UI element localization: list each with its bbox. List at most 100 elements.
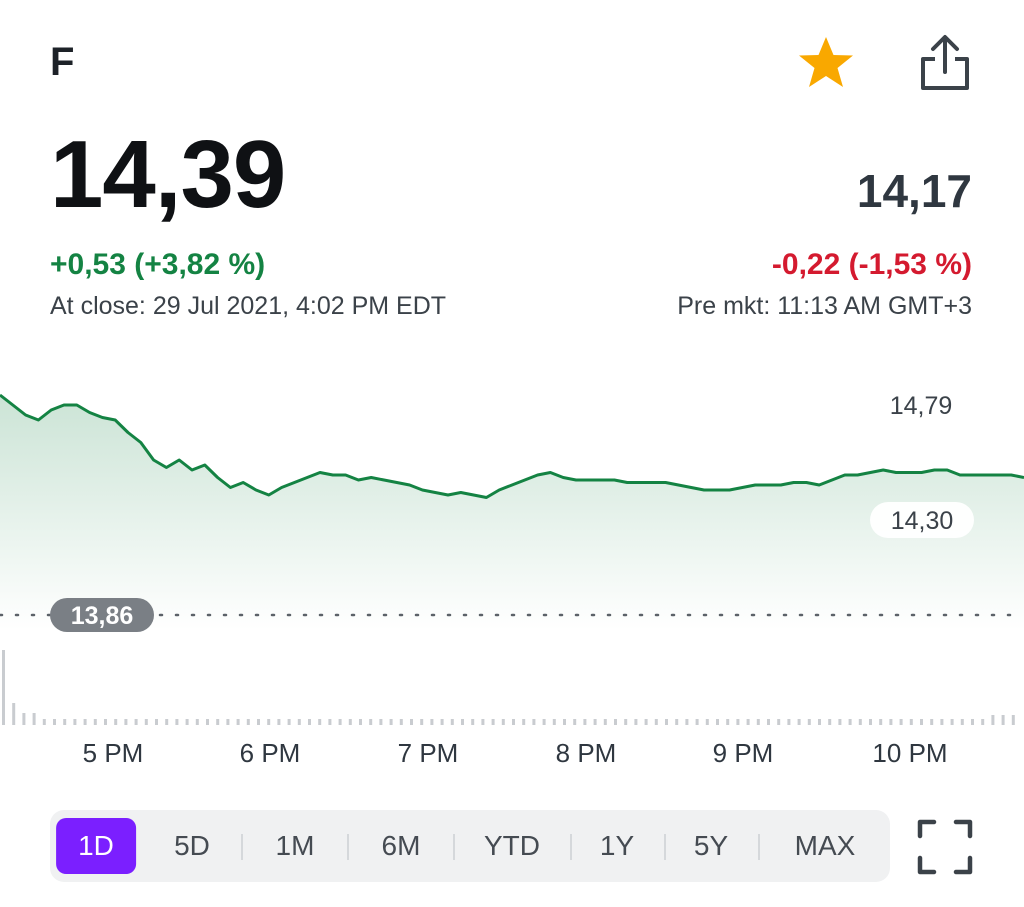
volume-bar xyxy=(420,719,424,725)
volume-bar xyxy=(236,719,240,725)
volume-bar xyxy=(430,719,434,725)
volume-bar xyxy=(552,719,556,725)
volume-bar xyxy=(83,719,87,725)
volume-bar xyxy=(991,715,995,725)
volume-bar xyxy=(583,719,587,725)
volume-bar xyxy=(93,719,97,725)
volume-bar xyxy=(144,719,148,725)
premarket-price: 14,17 xyxy=(856,165,972,217)
ticker-symbol: F xyxy=(50,40,75,84)
volume-bar xyxy=(654,719,658,725)
close-change: +0,53 (+3,82 %) xyxy=(50,248,266,281)
range-1y-button[interactable]: 1Y xyxy=(599,830,635,861)
range-1m-button[interactable]: 1M xyxy=(275,830,315,861)
volume-bar xyxy=(818,719,821,725)
volume-bar xyxy=(165,719,169,725)
range-max-button[interactable]: MAX xyxy=(794,830,856,861)
price-area-fill xyxy=(0,395,1024,630)
volume-bar xyxy=(185,719,189,725)
volume-bar xyxy=(246,719,250,725)
close-timestamp: At close: 29 Jul 2021, 4:02 PM EDT xyxy=(50,292,447,320)
volume-bar xyxy=(920,719,923,725)
volume-bar xyxy=(206,719,209,725)
volume-bar xyxy=(297,719,301,725)
volume-bar xyxy=(32,713,36,725)
volume-bar xyxy=(501,719,505,725)
volume-bar xyxy=(522,719,526,725)
volume-bar xyxy=(114,719,118,725)
volume-bar xyxy=(869,719,872,725)
volume-bar xyxy=(756,719,760,725)
volume-bar xyxy=(716,719,719,725)
volume-bar xyxy=(787,719,791,725)
x-axis-label: 9 PM xyxy=(712,738,774,768)
volume-bar xyxy=(705,719,709,725)
volume-bar xyxy=(889,719,893,725)
volume-bar xyxy=(328,719,332,725)
volume-bar xyxy=(63,719,67,725)
volume-bar xyxy=(981,719,985,725)
volume-bar xyxy=(389,719,393,725)
range-ytd-button[interactable]: YTD xyxy=(484,830,540,861)
volume-bar xyxy=(634,719,638,725)
volume-bar xyxy=(134,719,138,725)
volume-bar xyxy=(797,719,801,725)
volume-bar xyxy=(909,719,913,725)
previous-close-label: 13,86 xyxy=(50,598,154,632)
volume-bar xyxy=(930,719,934,725)
high-label: 14,79 xyxy=(890,392,953,420)
premarket-change: -0,22 (-1,53 %) xyxy=(771,248,972,281)
price-line xyxy=(0,393,1024,499)
star-icon[interactable] xyxy=(796,34,856,92)
volume-bar xyxy=(491,719,495,725)
volume-bar xyxy=(532,719,536,725)
volume-bar xyxy=(318,719,322,725)
volume-bar xyxy=(2,650,5,725)
volume-bar xyxy=(563,719,566,725)
volume-bar xyxy=(828,719,832,725)
x-axis-label: 7 PM xyxy=(397,738,459,768)
volume-bar xyxy=(379,719,383,725)
volume-bar xyxy=(838,719,842,725)
volume-bar xyxy=(216,719,220,725)
volume-bar xyxy=(950,719,954,725)
volume-bar xyxy=(348,719,352,725)
premarket-timestamp: Pre mkt: 11:13 AM GMT+3 xyxy=(677,292,972,320)
range-5d-button[interactable]: 5D xyxy=(174,830,210,861)
volume-bar xyxy=(175,719,179,725)
x-axis-label: 8 PM xyxy=(555,738,617,768)
range-6m-button[interactable]: 6M xyxy=(381,830,421,861)
volume-bar xyxy=(848,719,852,725)
volume-bar xyxy=(807,719,811,725)
volume-bar xyxy=(73,719,77,725)
volume-bar xyxy=(440,719,444,725)
volume-bar xyxy=(542,719,546,725)
price-chart[interactable]: 14,79 14,30 13,86 xyxy=(0,380,1024,730)
volume-bar xyxy=(287,719,291,725)
volume-bar xyxy=(53,719,56,725)
volume-bar xyxy=(308,719,311,725)
volume-bar xyxy=(940,719,944,725)
x-axis-label: 10 PM xyxy=(872,738,948,768)
share-icon[interactable] xyxy=(918,32,972,92)
fullscreen-icon[interactable] xyxy=(916,818,974,876)
range-1d-button[interactable]: 1D xyxy=(56,818,136,874)
range-divider xyxy=(664,834,666,860)
range-divider xyxy=(453,834,455,860)
range-5y-button[interactable]: 5Y xyxy=(693,830,729,861)
volume-bar xyxy=(471,719,475,725)
close-price: 14,39 xyxy=(50,121,286,228)
volume-bar xyxy=(624,719,628,725)
high-label-text: 14,79 xyxy=(890,392,953,420)
volume-bar xyxy=(603,719,607,725)
x-axis-label: 5 PM xyxy=(82,738,144,768)
range-divider xyxy=(241,834,243,860)
volume-bar xyxy=(481,719,485,725)
previous-close-label-text: 13,86 xyxy=(71,602,134,630)
current-price-label-text: 14,30 xyxy=(891,507,954,535)
volume-bar xyxy=(399,719,403,725)
volume-bars xyxy=(2,650,1015,725)
volume-bar xyxy=(461,719,464,725)
volume-bar xyxy=(1001,715,1005,725)
